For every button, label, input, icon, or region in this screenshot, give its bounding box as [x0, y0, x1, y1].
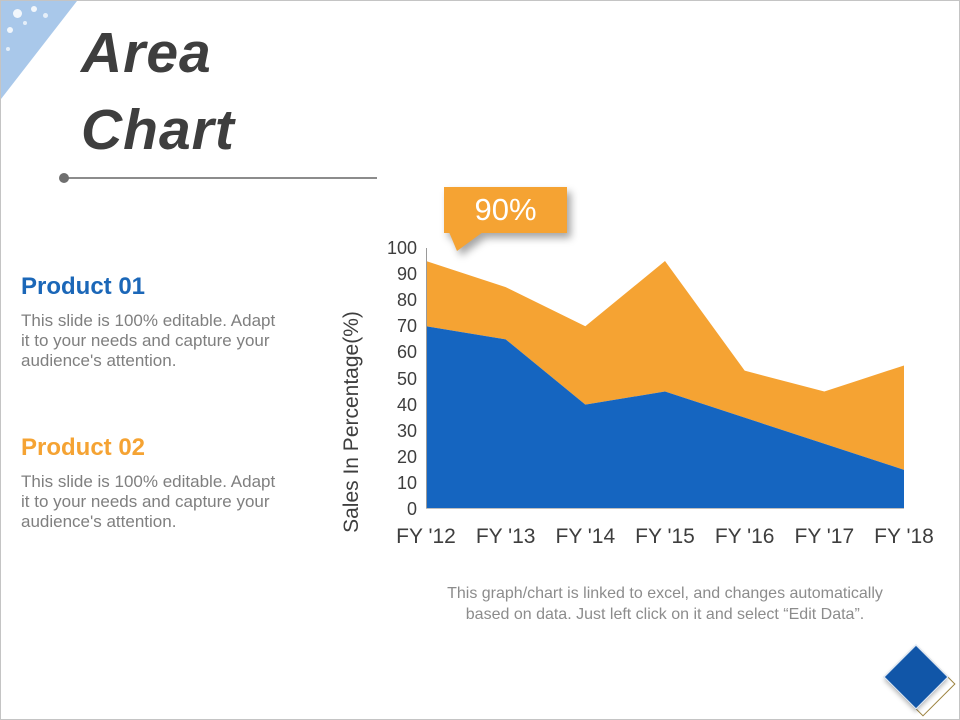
data-callout: 90%: [444, 187, 567, 233]
callout-value: 90%: [474, 192, 536, 228]
underline-dot: [59, 173, 69, 183]
title-line-1: Area: [81, 15, 235, 92]
corner-triangle-decoration: [1, 1, 77, 99]
x-tick-label: FY '17: [794, 525, 854, 549]
y-axis-tick-labels: 0102030405060708090100: [359, 248, 417, 509]
decoration-dot: [13, 9, 22, 18]
area-chart-plot: [426, 248, 904, 509]
x-tick-label: FY '18: [874, 525, 934, 549]
decoration-dot: [7, 27, 13, 33]
y-tick-label: 20: [359, 446, 417, 468]
y-tick-label: 60: [359, 341, 417, 363]
decoration-dot: [23, 21, 27, 25]
title-line-2: Chart: [81, 92, 235, 169]
x-axis-tick-labels: FY '12FY '13FY '14FY '15FY '16FY '17FY '…: [426, 525, 904, 553]
y-tick-label: 0: [359, 498, 417, 520]
x-tick-label: FY '14: [555, 525, 615, 549]
x-tick-label: FY '12: [396, 525, 456, 549]
caption-line-1: This graph/chart is linked to excel, and…: [426, 583, 904, 604]
caption-line-2: based on data. Just left click on it and…: [426, 604, 904, 625]
decoration-dot: [6, 47, 10, 51]
y-tick-label: 30: [359, 420, 417, 442]
callout-box: 90%: [444, 187, 567, 233]
y-tick-label: 70: [359, 315, 417, 337]
y-tick-label: 10: [359, 472, 417, 494]
title-underline: [67, 177, 377, 179]
product-02-block: Product 02 This slide is 100% editable. …: [21, 434, 279, 532]
page-title: Area Chart: [81, 15, 235, 169]
y-tick-label: 50: [359, 368, 417, 390]
chart-caption: This graph/chart is linked to excel, and…: [426, 583, 904, 625]
product-01-block: Product 01 This slide is 100% editable. …: [21, 273, 279, 371]
product-01-body: This slide is 100% editable. Adapt it to…: [21, 311, 279, 371]
decoration-dot: [43, 13, 48, 18]
x-tick-label: FY '13: [476, 525, 536, 549]
x-tick-label: FY '16: [715, 525, 775, 549]
corner-diamond-decoration: [881, 642, 955, 716]
decoration-dot: [31, 6, 37, 12]
y-tick-label: 100: [359, 237, 417, 259]
x-tick-label: FY '15: [635, 525, 695, 549]
product-02-heading: Product 02: [21, 434, 279, 462]
slide: Area Chart Product 01 This slide is 100%…: [0, 0, 960, 720]
product-02-body: This slide is 100% editable. Adapt it to…: [21, 472, 279, 532]
y-tick-label: 80: [359, 289, 417, 311]
product-01-heading: Product 01: [21, 273, 279, 301]
y-tick-label: 90: [359, 263, 417, 285]
y-tick-label: 40: [359, 394, 417, 416]
